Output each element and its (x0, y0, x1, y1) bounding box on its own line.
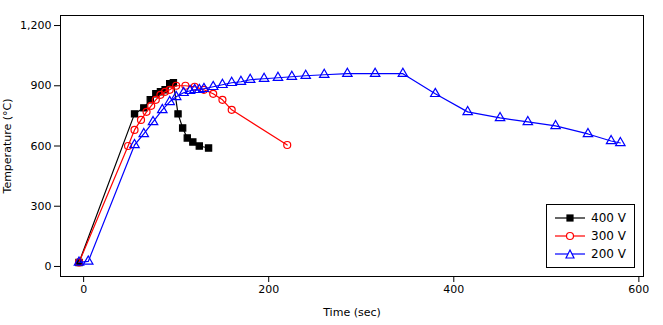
svg-text:0: 0 (80, 283, 87, 296)
svg-text:1,200: 1,200 (20, 19, 52, 32)
svg-text:Time (sec): Time (sec) (322, 306, 381, 319)
svg-text:200: 200 (258, 283, 279, 296)
svg-text:900: 900 (31, 79, 52, 92)
svg-text:600: 600 (628, 283, 649, 296)
html-text:300 V: 300 V (591, 229, 626, 243)
html-text:400 V: 400 V (591, 211, 626, 225)
svg-text:0: 0 (45, 260, 52, 273)
svg-text:600: 600 (31, 140, 52, 153)
html-text:200 V: 200 V (591, 247, 626, 261)
svg-text:400: 400 (443, 283, 464, 296)
svg-text:Temperature (°C): Temperature (°C) (1, 99, 14, 195)
svg-text:300: 300 (31, 200, 52, 213)
